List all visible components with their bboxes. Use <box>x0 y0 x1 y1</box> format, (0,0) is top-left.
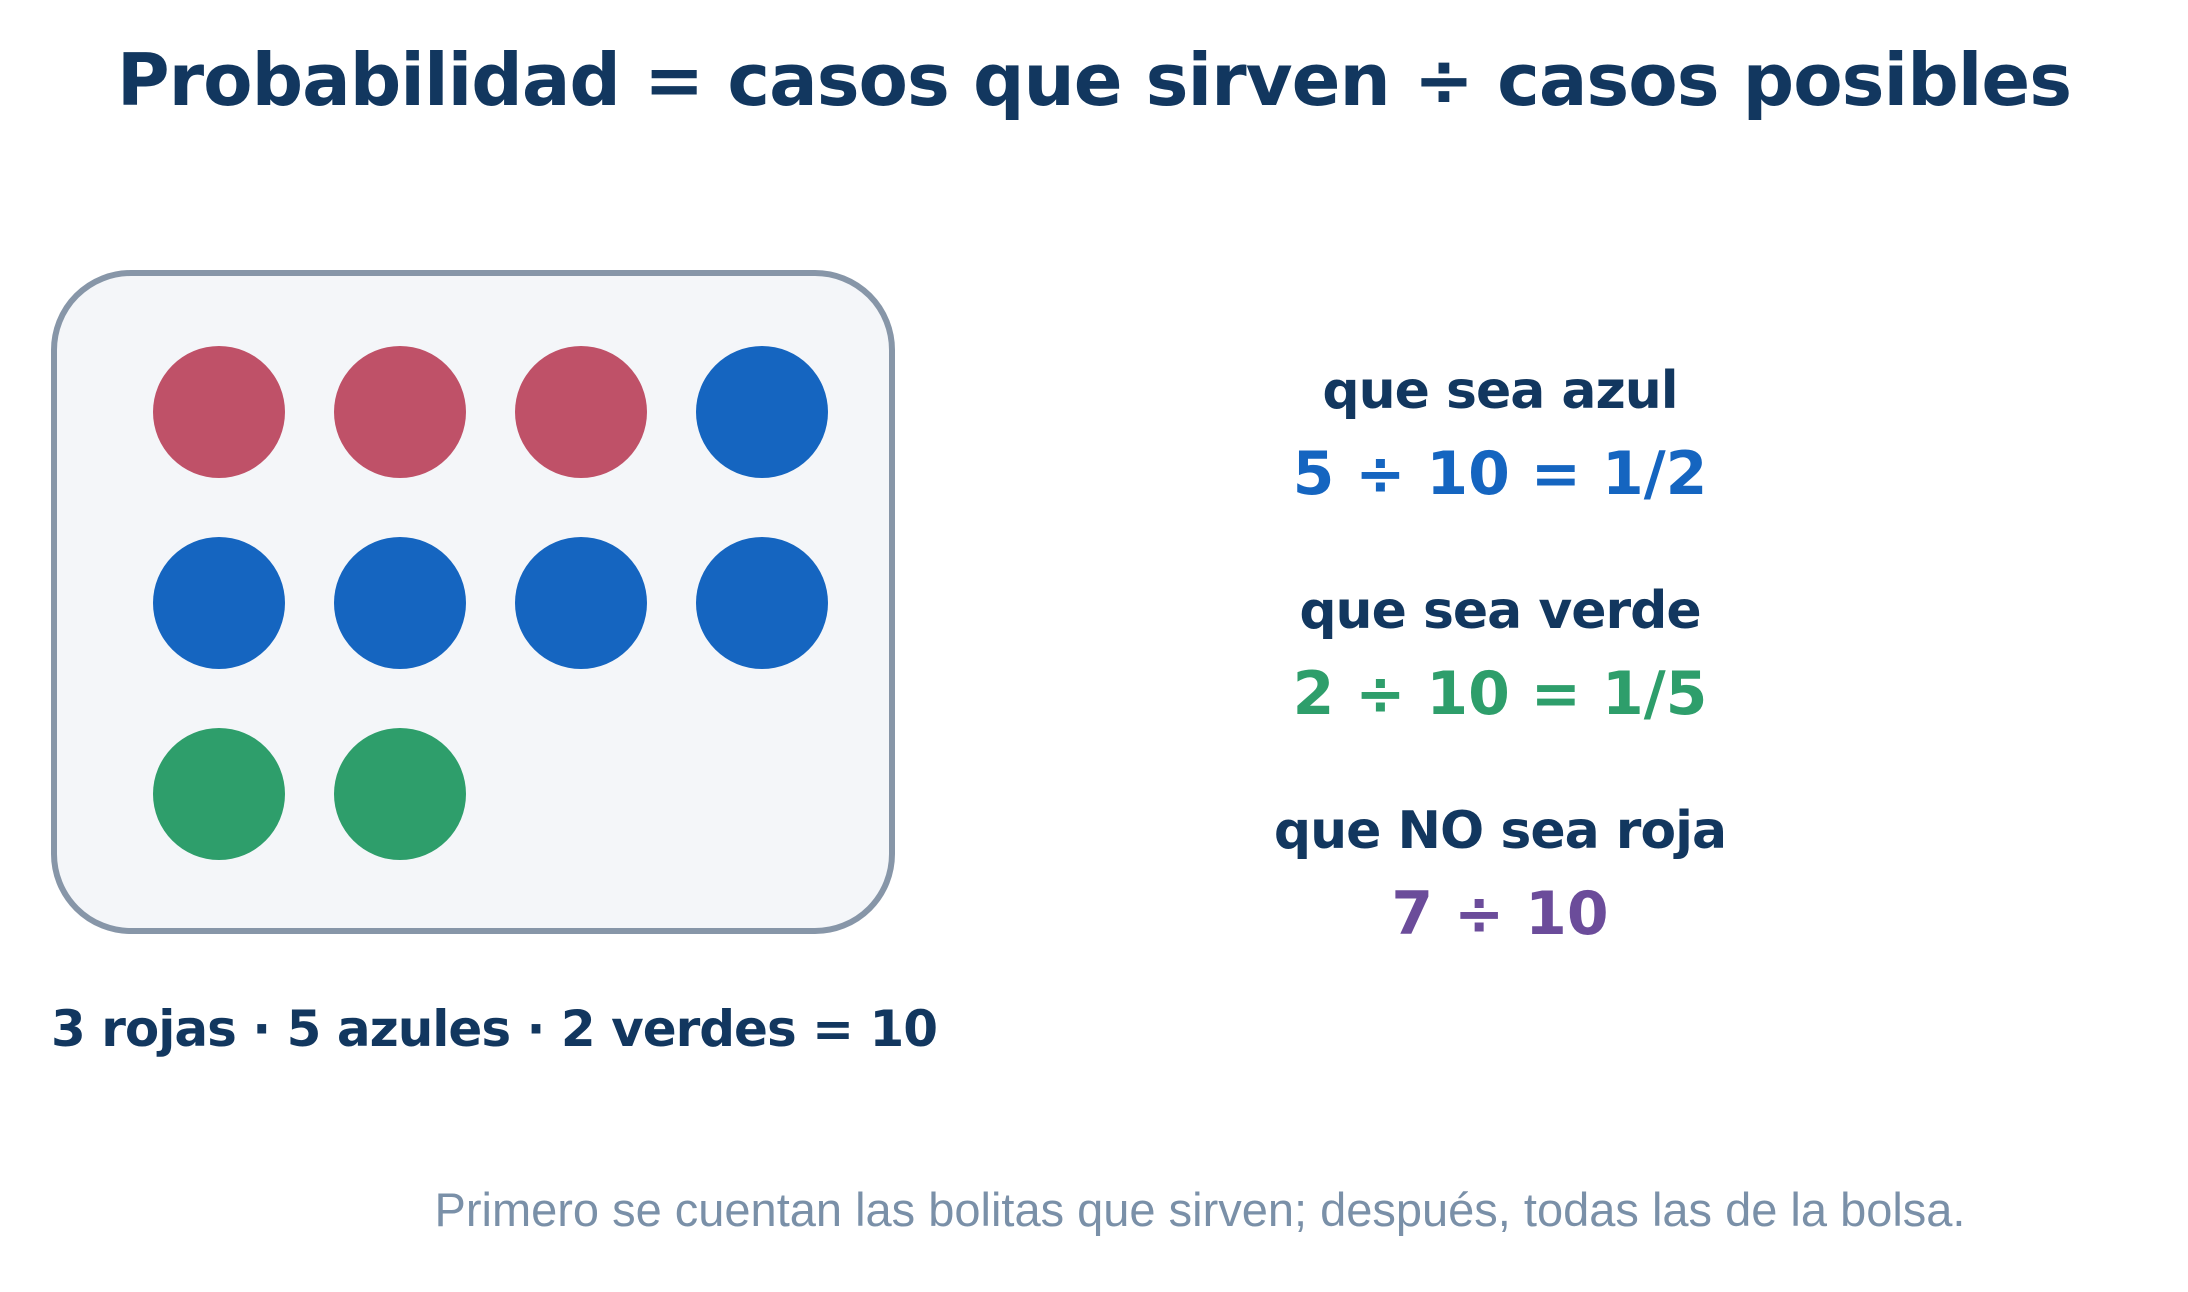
case-calc: 5 ÷ 10 = 1/2 <box>1292 439 1708 509</box>
case-not-red: que NO sea roja 7 ÷ 10 <box>1140 790 1860 1010</box>
case-blue: que sea azul 5 ÷ 10 = 1/2 <box>1140 350 1860 570</box>
ball-roja <box>334 346 466 478</box>
case-label: que NO sea roja <box>1273 801 1727 861</box>
ball-verde <box>153 728 285 860</box>
case-label: que sea azul <box>1322 361 1678 421</box>
cases-list: que sea azul 5 ÷ 10 = 1/2 que sea verde … <box>1140 350 1860 1010</box>
ball-verde <box>334 728 466 860</box>
ball-azul <box>153 537 285 669</box>
footnote: Primero se cuentan las bolitas que sirve… <box>434 1183 1966 1236</box>
ball-azul <box>696 537 828 669</box>
case-green: que sea verde 2 ÷ 10 = 1/5 <box>1140 570 1860 790</box>
formula-title: Probabilidad = casos que sirven ÷ casos … <box>116 38 2072 122</box>
bag <box>51 270 895 934</box>
ball-azul <box>334 537 466 669</box>
ball-roja <box>153 346 285 478</box>
ball-azul <box>515 537 647 669</box>
ball-roja <box>515 346 647 478</box>
case-label: que sea verde <box>1299 581 1701 641</box>
ball-azul <box>696 346 828 478</box>
case-calc: 2 ÷ 10 = 1/5 <box>1292 659 1708 729</box>
case-calc: 7 ÷ 10 <box>1391 879 1609 949</box>
bag-summary: 3 rojas · 5 azules · 2 verdes = 10 <box>51 1000 938 1058</box>
